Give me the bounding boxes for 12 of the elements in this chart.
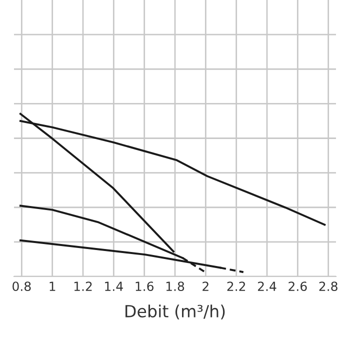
x-tick-label: 2.4 xyxy=(258,282,276,291)
x-tick-label: 2 xyxy=(202,282,208,291)
x-axis-title: Debit (m³/h) xyxy=(126,304,225,320)
x-tick-label: 1.2 xyxy=(74,282,92,291)
x-tick-label: 1 xyxy=(50,282,56,291)
x-tick-label: 1.8 xyxy=(166,282,184,292)
x-tick-label: 2.2 xyxy=(227,282,246,291)
x-tick-label: 1.6 xyxy=(136,282,154,292)
x-tick-label: 2.6 xyxy=(288,282,307,292)
x-tick-label: 1.4 xyxy=(105,282,123,291)
x-tick-label: 0.8 xyxy=(12,282,31,292)
x-tick-label: 2.8 xyxy=(319,282,338,292)
